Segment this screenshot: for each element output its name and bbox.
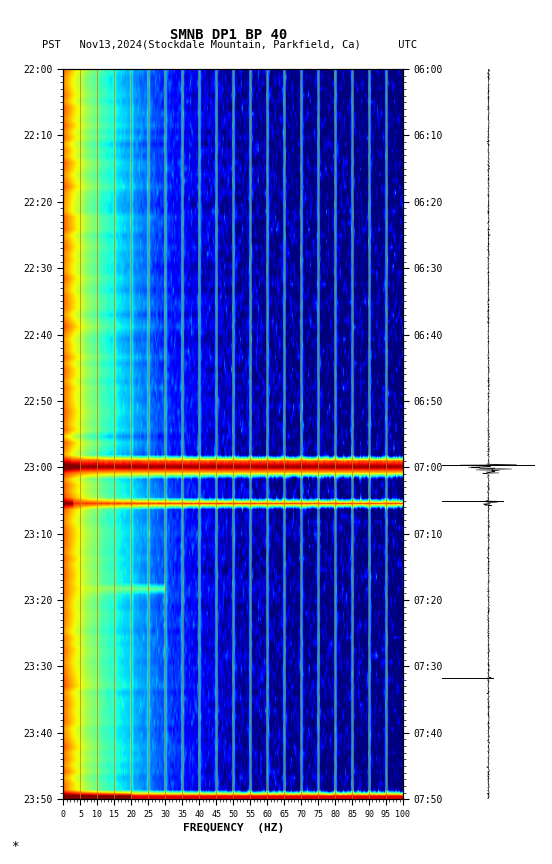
Text: *: *	[11, 840, 19, 853]
Text: PST   Nov13,2024(Stockdale Mountain, Parkfield, Ca)      UTC: PST Nov13,2024(Stockdale Mountain, Parkf…	[41, 40, 417, 50]
X-axis label: FREQUENCY  (HZ): FREQUENCY (HZ)	[183, 823, 284, 833]
Text: SMNB DP1 BP 40: SMNB DP1 BP 40	[171, 28, 288, 41]
